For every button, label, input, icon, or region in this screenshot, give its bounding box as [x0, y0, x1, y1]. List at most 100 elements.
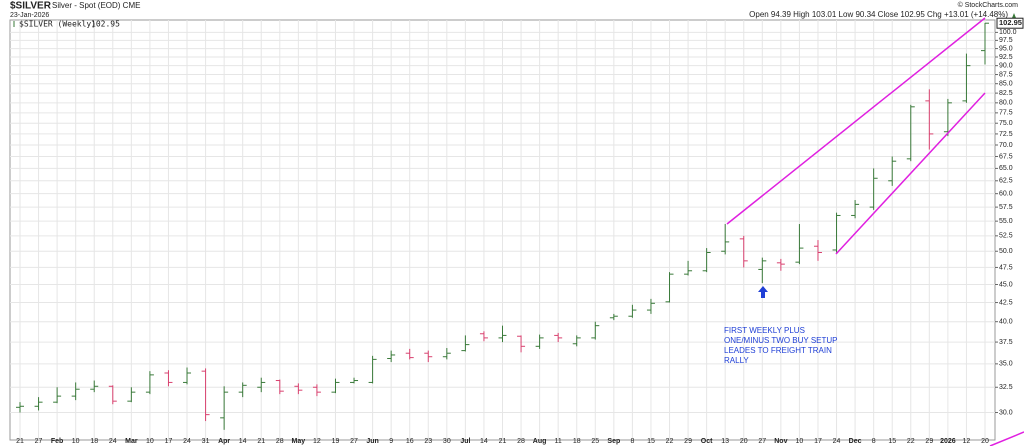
x-tick-label: 22	[666, 438, 674, 445]
x-tick-label: 14	[239, 438, 247, 445]
annotation-line: RALLY	[724, 356, 749, 365]
buy-arrow	[758, 286, 768, 298]
y-tick-label: 42.5	[999, 299, 1013, 306]
x-tick-label: 10	[796, 438, 804, 445]
y-tick-label: 35.0	[999, 361, 1013, 368]
last-price-label: 102.95	[999, 18, 1022, 27]
x-tick-label: Feb	[51, 438, 63, 445]
y-tick-label: 52.5	[999, 233, 1013, 240]
credit: © StockCharts.com	[958, 1, 1019, 9]
trend-line-upper	[726, 17, 986, 225]
date: 23-Jan-2026	[10, 12, 49, 19]
x-tick-label: 8	[630, 438, 634, 445]
y-tick-label: 75.0	[999, 120, 1013, 127]
x-tick-label: 18	[90, 438, 98, 445]
y-tick-label: 70.0	[999, 142, 1013, 149]
y-tick-label: 97.5	[999, 37, 1013, 44]
y-tick-label: 47.5	[999, 264, 1013, 271]
x-tick-label: 27	[35, 438, 43, 445]
quote: Open 94.39 High 103.01 Low 90.34 Close 1…	[749, 10, 1008, 19]
y-tick-label: 72.5	[999, 131, 1013, 138]
x-tick-label: 18	[573, 438, 581, 445]
x-tick-label: 20	[740, 438, 748, 445]
x-tick-label: 17	[814, 438, 822, 445]
x-tick-label: 29	[684, 438, 692, 445]
x-tick-label: 29	[925, 438, 933, 445]
x-tick-label: 12	[963, 438, 971, 445]
y-tick-label: 77.5	[999, 110, 1013, 117]
x-tick-label: 24	[833, 438, 841, 445]
legend-label: $SILVER (Weekly)	[19, 20, 96, 29]
x-tick-label: Apr	[218, 438, 230, 445]
y-tick-label: 100.0	[999, 29, 1017, 36]
x-tick-label: 9	[389, 438, 393, 445]
x-tick-label: 25	[591, 438, 599, 445]
bars	[16, 22, 989, 430]
x-tick-label: 21	[499, 438, 507, 445]
x-tick-label: 21	[257, 438, 265, 445]
y-tick-label: 67.5	[999, 153, 1013, 160]
x-tick-label: Mar	[125, 438, 138, 445]
y-tick-label: 65.0	[999, 165, 1013, 172]
x-tick-label: May	[292, 438, 306, 445]
x-tick-label: 31	[202, 438, 210, 445]
y-tick-label: 37.5	[999, 339, 1013, 346]
symbol: $SILVER	[10, 1, 52, 12]
x-tick-label: 19	[332, 438, 340, 445]
y-tick-label: 82.5	[999, 90, 1013, 97]
y-tick-label: 80.0	[999, 100, 1013, 107]
y-tick-label: 50.0	[999, 248, 1013, 255]
x-tick-label: 28	[276, 438, 284, 445]
x-tick-label: 20	[981, 438, 989, 445]
y-tick-label: 85.0	[999, 81, 1013, 88]
annotation-line: LEADES TO FREIGHT TRAIN	[724, 346, 832, 355]
x-tick-label: Jul	[460, 438, 470, 445]
x-tick-label: 8	[872, 438, 876, 445]
y-tick-label: 95.0	[999, 45, 1013, 52]
x-tick-label: 15	[888, 438, 896, 445]
x-tick-label: 30	[443, 438, 451, 445]
up-arrow	[1012, 13, 1016, 18]
x-tick-label: 22	[907, 438, 915, 445]
x-tick-label: 10	[146, 438, 154, 445]
x-tick-label: 16	[406, 438, 414, 445]
annotation-line: ONE/MINUS TWO BUY SETUP	[724, 336, 838, 345]
x-tick-label: 27	[758, 438, 766, 445]
x-tick-label: 27	[350, 438, 358, 445]
y-tick-label: 55.0	[999, 218, 1013, 225]
y-tick-label: 45.0	[999, 281, 1013, 288]
y-tick-label: 92.5	[999, 54, 1013, 61]
subtitle: Silver - Spot (EOD) CME	[52, 1, 140, 10]
x-tick-label: 11	[555, 438, 562, 445]
grid	[10, 20, 995, 440]
y-tick-label: 57.5	[999, 204, 1013, 211]
x-tick-label: 21	[16, 438, 24, 445]
x-tick-label: 10	[72, 438, 80, 445]
x-tick-label: 2026	[940, 438, 956, 445]
x-tick-label: Oct	[701, 438, 713, 445]
trend-line-fragment	[989, 431, 1024, 446]
x-tick-label: 12	[313, 438, 321, 445]
y-tick-label: 87.5	[999, 71, 1013, 78]
annotation-line: FIRST WEEKLY PLUS	[724, 326, 805, 335]
y-tick-label: 60.0	[999, 191, 1013, 198]
x-tick-label: 17	[165, 438, 173, 445]
x-tick-label: Dec	[849, 438, 862, 445]
x-tick-label: 14	[480, 438, 488, 445]
x-tick-label: 13	[721, 438, 729, 445]
x-tick-label: 28	[517, 438, 525, 445]
x-tick-label: Sep	[607, 438, 620, 445]
x-tick-label: Aug	[533, 438, 547, 445]
x-tick-label: 15	[647, 438, 655, 445]
x-tick-label: 23	[424, 438, 432, 445]
y-tick-label: 30.0	[999, 409, 1013, 416]
y-tick-label: 62.5	[999, 178, 1013, 185]
y-tick-label: 90.0	[999, 62, 1013, 69]
x-tick-label: 24	[183, 438, 191, 445]
y-tick-label: 40.0	[999, 319, 1013, 326]
x-tick-label: Jun	[366, 438, 378, 445]
legend-value: 102.95	[91, 20, 120, 29]
last-price-box	[996, 17, 1024, 29]
trend-line-lower	[835, 92, 986, 255]
